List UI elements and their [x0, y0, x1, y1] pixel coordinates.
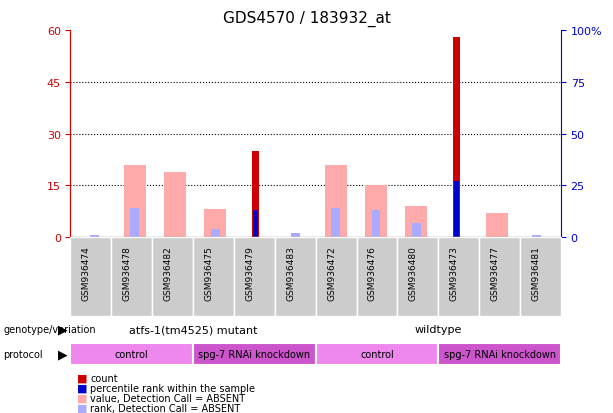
- Text: GSM936475: GSM936475: [205, 245, 213, 300]
- Bar: [405, 206, 427, 237]
- Text: GSM936481: GSM936481: [531, 245, 541, 300]
- Bar: [131, 209, 139, 237]
- Text: GSM936483: GSM936483: [286, 245, 295, 300]
- Text: ■: ■: [77, 373, 87, 383]
- Text: control: control: [115, 349, 149, 359]
- Bar: [485, 214, 508, 237]
- Bar: [211, 229, 219, 237]
- Bar: [332, 209, 340, 237]
- Bar: [454, 182, 459, 237]
- Bar: [70, 343, 193, 366]
- Bar: [124, 165, 146, 237]
- Text: GSM936479: GSM936479: [245, 245, 254, 300]
- Text: GSM936482: GSM936482: [164, 245, 173, 300]
- Bar: [90, 235, 99, 237]
- Text: GSM936478: GSM936478: [123, 245, 132, 300]
- Text: control: control: [360, 349, 394, 359]
- Text: count: count: [90, 373, 118, 383]
- Bar: [164, 172, 186, 237]
- Text: rank, Detection Call = ABSENT: rank, Detection Call = ABSENT: [90, 403, 240, 413]
- Bar: [291, 233, 300, 237]
- Text: spg-7 RNAi knockdown: spg-7 RNAi knockdown: [444, 349, 555, 359]
- Text: wildtype: wildtype: [414, 324, 462, 335]
- Bar: [412, 223, 421, 237]
- Text: ▶: ▶: [58, 348, 67, 361]
- Bar: [253, 211, 258, 237]
- Bar: [365, 186, 387, 237]
- Bar: [193, 343, 316, 366]
- Text: ▶: ▶: [58, 323, 67, 336]
- Text: genotype/variation: genotype/variation: [3, 324, 96, 335]
- Bar: [453, 38, 460, 237]
- Text: ■: ■: [77, 403, 87, 413]
- Bar: [371, 211, 381, 237]
- Text: percentile rank within the sample: percentile rank within the sample: [90, 383, 255, 393]
- Text: GDS4570 / 183932_at: GDS4570 / 183932_at: [223, 10, 390, 26]
- Text: atfs-1(tm4525) mutant: atfs-1(tm4525) mutant: [129, 324, 257, 335]
- Text: protocol: protocol: [3, 349, 43, 359]
- Bar: [532, 235, 541, 237]
- Text: GSM936480: GSM936480: [409, 245, 418, 300]
- Text: GSM936472: GSM936472: [327, 245, 336, 300]
- Bar: [204, 210, 226, 237]
- Text: GSM936476: GSM936476: [368, 245, 377, 300]
- Bar: [325, 165, 347, 237]
- Bar: [252, 152, 259, 237]
- Text: value, Detection Call = ABSENT: value, Detection Call = ABSENT: [90, 393, 245, 403]
- Text: ■: ■: [77, 393, 87, 403]
- Text: GSM936474: GSM936474: [82, 245, 91, 300]
- Text: GSM936473: GSM936473: [450, 245, 459, 300]
- Text: spg-7 RNAi knockdown: spg-7 RNAi knockdown: [199, 349, 310, 359]
- Bar: [316, 343, 438, 366]
- Bar: [438, 343, 561, 366]
- Text: ■: ■: [77, 383, 87, 393]
- Text: GSM936477: GSM936477: [490, 245, 500, 300]
